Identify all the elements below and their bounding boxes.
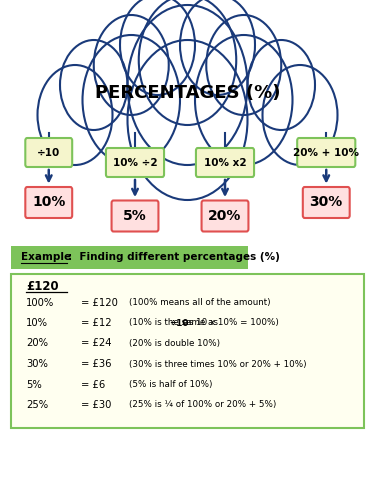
Text: ÷10: ÷10 [37,148,60,158]
Text: (30% is three times 10% or 20% + 10%): (30% is three times 10% or 20% + 10%) [129,360,307,368]
Text: 20%: 20% [209,209,242,223]
Text: = £36: = £36 [81,359,111,369]
Text: 10%: 10% [32,196,65,209]
Circle shape [180,0,255,95]
FancyBboxPatch shape [196,148,254,177]
FancyBboxPatch shape [303,187,350,218]
FancyBboxPatch shape [26,187,72,218]
Text: , as 10 x 10% = 100%): , as 10 x 10% = 100%) [178,318,279,328]
Text: £120: £120 [26,280,59,292]
FancyBboxPatch shape [112,200,158,232]
Text: PERCENTAGES (%): PERCENTAGES (%) [95,84,280,102]
FancyBboxPatch shape [297,138,356,167]
Text: 10%: 10% [26,318,48,328]
Text: 30%: 30% [310,196,343,209]
Circle shape [60,40,128,130]
Text: (100% means all of the amount): (100% means all of the amount) [129,298,271,307]
Text: 25%: 25% [26,400,48,410]
Text: 10% ÷2: 10% ÷2 [112,158,158,168]
FancyBboxPatch shape [11,246,248,269]
Text: 20%: 20% [26,338,48,348]
FancyBboxPatch shape [106,148,164,177]
Circle shape [82,35,180,165]
Text: 30%: 30% [26,359,48,369]
Text: = £120: = £120 [81,298,117,308]
Circle shape [139,0,236,125]
Circle shape [248,40,315,130]
Circle shape [195,35,292,165]
Text: 10% x2: 10% x2 [204,158,246,168]
FancyBboxPatch shape [202,200,248,232]
Circle shape [262,65,338,165]
Text: 5%: 5% [123,209,147,223]
FancyBboxPatch shape [26,138,72,167]
Circle shape [94,15,169,115]
Text: ÷10: ÷10 [169,318,189,328]
Circle shape [206,15,281,115]
Text: (20% is double 10%): (20% is double 10%) [129,339,220,348]
Text: (10% is the same as: (10% is the same as [129,318,221,328]
Text: = £6: = £6 [81,380,105,390]
Text: (25% is ¼ of 100% or 20% + 5%): (25% is ¼ of 100% or 20% + 5%) [129,400,277,409]
FancyBboxPatch shape [11,274,364,428]
Circle shape [128,5,248,165]
Text: 5%: 5% [26,380,42,390]
Text: = £24: = £24 [81,338,111,348]
Text: = £12: = £12 [81,318,111,328]
Text: = £30: = £30 [81,400,111,410]
Text: 20% + 10%: 20% + 10% [293,148,359,158]
Circle shape [128,40,248,200]
Text: (5% is half of 10%): (5% is half of 10%) [129,380,213,389]
Circle shape [120,0,195,95]
Circle shape [38,65,112,165]
Text: 100%: 100% [26,298,54,308]
Text: :  Finding different percentages (%): : Finding different percentages (%) [68,252,280,262]
Text: Example: Example [21,252,71,262]
